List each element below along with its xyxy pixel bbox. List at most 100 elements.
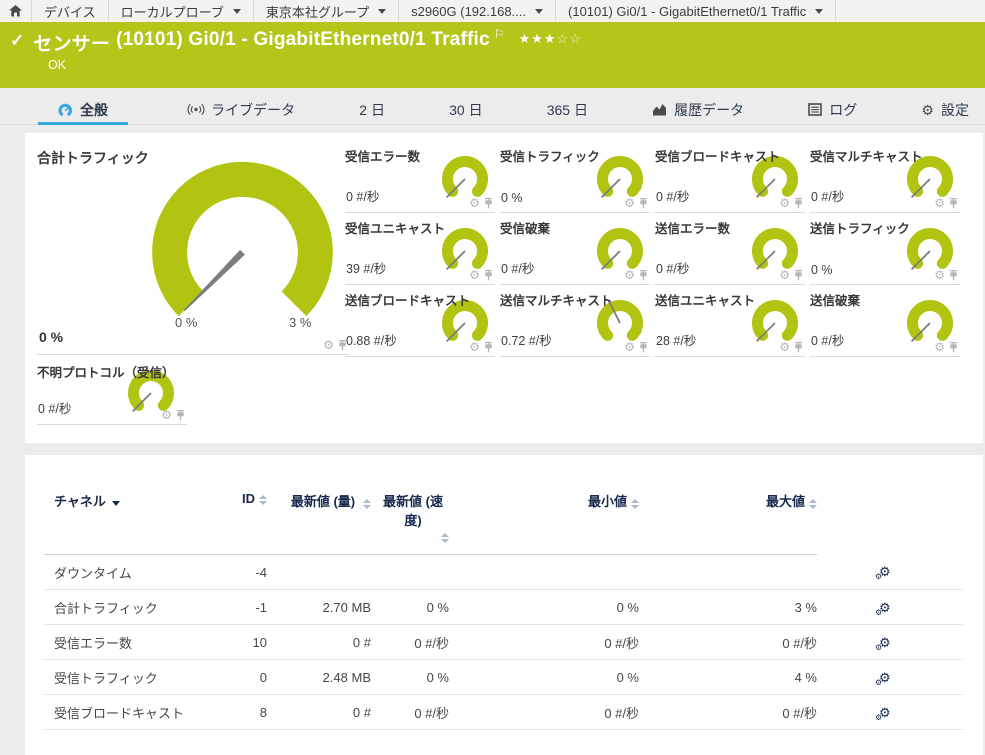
cell-latest_volume	[267, 554, 371, 590]
table-row: 受信エラー数 10 0 #0 #/秒 0 #/秒 0 #/秒 ⚙ ⚙	[44, 624, 963, 660]
pin-icon[interactable]	[484, 341, 493, 353]
gauge-cell: 送信トラフィック 0 % ⚙	[810, 215, 960, 285]
channel-settings-gear-icon[interactable]: ⚙ ⚙	[875, 704, 891, 722]
cell-latest_speed: 0 %	[371, 589, 449, 625]
channel-settings-gear-icon[interactable]: ⚙ ⚙	[875, 669, 891, 687]
gauge-settings-gear-icon[interactable]: ⚙	[934, 268, 945, 282]
cell-channel[interactable]: 受信トラフィック	[44, 659, 222, 695]
tab-label: 2 日	[359, 101, 385, 118]
table-row: ダウンタイム -4 ⚙ ⚙	[44, 554, 963, 590]
tab-30 日[interactable]: 30 日	[445, 95, 486, 124]
gauge-settings-gear-icon[interactable]: ⚙	[779, 196, 790, 210]
cell-channel[interactable]: ダウンタイム	[44, 554, 222, 590]
priority-stars[interactable]: ★★★☆☆	[519, 31, 582, 47]
gauge-title: 受信破棄	[500, 222, 551, 236]
gauge-settings-gear-icon[interactable]: ⚙	[469, 268, 480, 282]
column-header-チャネル[interactable]: チャネル	[44, 485, 222, 555]
tab-全般[interactable]: 全般	[38, 95, 128, 125]
breadcrumb-item[interactable]: 東京本社グループ	[254, 0, 400, 22]
gauge-settings-gear-icon[interactable]: ⚙	[779, 340, 790, 354]
chevron-down-icon	[535, 8, 544, 14]
pin-icon[interactable]	[338, 339, 347, 351]
pin-icon[interactable]	[949, 269, 958, 281]
breadcrumb-item[interactable]: s2960G (192.168....	[399, 0, 557, 22]
chevron-down-icon	[815, 8, 824, 14]
channel-settings-gear-icon[interactable]: ⚙ ⚙	[875, 564, 891, 582]
column-header-label: 最新値 (速度)	[383, 494, 443, 528]
pin-icon[interactable]	[639, 341, 648, 353]
gauge-settings-gear-icon[interactable]: ⚙	[624, 340, 635, 354]
gauge-cell: 送信ユニキャスト 28 #/秒 ⚙	[655, 287, 805, 357]
pin-icon[interactable]	[484, 269, 493, 281]
pin-icon[interactable]	[794, 269, 803, 281]
mini-gauge	[904, 227, 956, 277]
breadcrumb-item-label: (10101) Gi0/1 - GigabitEthernet0/1 Traff…	[568, 3, 807, 19]
breadcrumb-item[interactable]: ローカルプローブ	[109, 0, 254, 22]
tab-履歴データ[interactable]: 履歴データ	[648, 95, 748, 124]
pin-icon[interactable]	[949, 341, 958, 353]
gauge-title: 送信ユニキャスト	[655, 294, 756, 308]
gauge-settings-gear-icon[interactable]: ⚙	[624, 196, 635, 210]
tab-設定[interactable]: ⚙ 設定	[917, 95, 973, 124]
column-header-ID[interactable]: ID	[222, 485, 267, 555]
channel-settings-gear-icon[interactable]: ⚙ ⚙	[875, 634, 891, 652]
breadcrumb-home[interactable]	[0, 0, 32, 22]
main-gauge	[145, 159, 340, 329]
gauge-settings-gear-icon[interactable]: ⚙	[161, 408, 172, 422]
gauge-title: 不明プロトコル（受信）	[37, 366, 175, 380]
channel-settings-gear-icon[interactable]: ⚙ ⚙	[875, 599, 891, 617]
gauge-title: 受信ブロードキャスト	[655, 150, 781, 164]
cell-channel[interactable]: 受信エラー数	[44, 624, 222, 660]
gauge-settings-gear-icon[interactable]: ⚙	[469, 340, 480, 354]
gauge-title: 送信ブロードキャスト	[345, 294, 471, 308]
channel-table-header-row: チャネル ID 最新値 (量) 最新値 (速度) 最小値 最大値	[44, 485, 963, 555]
gauge-cell-extra: 不明プロトコル（受信） 0 #/秒 ⚙	[37, 359, 187, 425]
cell-channel[interactable]: 受信ブロードキャスト	[44, 694, 222, 730]
gauge-cell: 送信エラー数 0 #/秒 ⚙	[655, 215, 805, 285]
gauge-settings-gear-icon[interactable]: ⚙	[323, 338, 334, 352]
cell-actions: ⚙ ⚙	[817, 554, 963, 590]
column-header-最新値 (速度)[interactable]: 最新値 (速度)	[371, 485, 449, 555]
priority-flag-icon[interactable]: ⚐	[493, 27, 505, 41]
area-chart-icon	[652, 103, 667, 116]
cell-id: -4	[222, 554, 267, 590]
column-header-最小値[interactable]: 最小値	[449, 485, 639, 555]
gauge-settings-gear-icon[interactable]: ⚙	[934, 340, 945, 354]
tab-365 日[interactable]: 365 日	[543, 95, 592, 124]
gauge-settings-gear-icon[interactable]: ⚙	[469, 196, 480, 210]
tab-label: 設定	[940, 101, 969, 118]
pin-icon[interactable]	[639, 197, 648, 209]
mini-gauge	[439, 227, 491, 277]
tab-bar: 全般 ライブデータ 2 日 30 日 365 日 履歴データ ログ ⚙ 設定	[0, 95, 985, 125]
pin-icon[interactable]	[794, 341, 803, 353]
cell-latest_speed	[371, 554, 449, 590]
tab-ログ[interactable]: ログ	[804, 95, 861, 124]
sensor-status-badge: OK	[48, 58, 67, 72]
gauge-settings-gear-icon[interactable]: ⚙	[934, 196, 945, 210]
mini-gauge	[904, 155, 956, 205]
column-header-最新値 (量)[interactable]: 最新値 (量)	[267, 485, 371, 555]
mini-gauge	[439, 299, 491, 349]
breadcrumb-item[interactable]: (10101) Gi0/1 - GigabitEthernet0/1 Traff…	[556, 0, 837, 22]
gauge-title: 送信マルチキャスト	[500, 294, 613, 308]
breadcrumb-item[interactable]: デバイス	[32, 0, 109, 22]
pin-icon[interactable]	[484, 197, 493, 209]
small-gauges-grid: 受信エラー数 0 #/秒 ⚙ 受信トラフィック 0 % ⚙ 受信ブロードキャスト…	[345, 143, 970, 357]
column-header-label: チャネル	[54, 494, 106, 509]
gauge-cell: 受信エラー数 0 #/秒 ⚙	[345, 143, 495, 213]
cell-channel[interactable]: 合計トラフィック	[44, 589, 222, 625]
tab-ライブデータ[interactable]: ライブデータ	[184, 95, 299, 124]
gauge-settings-gear-icon[interactable]: ⚙	[779, 268, 790, 282]
sort-arrows-icon	[809, 498, 817, 509]
gauge-settings-gear-icon[interactable]: ⚙	[624, 268, 635, 282]
column-header-最大値[interactable]: 最大値	[639, 485, 817, 555]
pin-icon[interactable]	[794, 197, 803, 209]
column-header-label: 最新値 (量)	[290, 494, 356, 509]
stars-empty: ☆☆	[556, 31, 582, 46]
pin-icon[interactable]	[639, 269, 648, 281]
pin-icon[interactable]	[949, 197, 958, 209]
gauge-value: 0 #/秒	[38, 402, 72, 416]
cell-latest_speed: 0 #/秒	[371, 624, 449, 660]
pin-icon[interactable]	[176, 409, 185, 421]
tab-2 日[interactable]: 2 日	[355, 95, 389, 124]
